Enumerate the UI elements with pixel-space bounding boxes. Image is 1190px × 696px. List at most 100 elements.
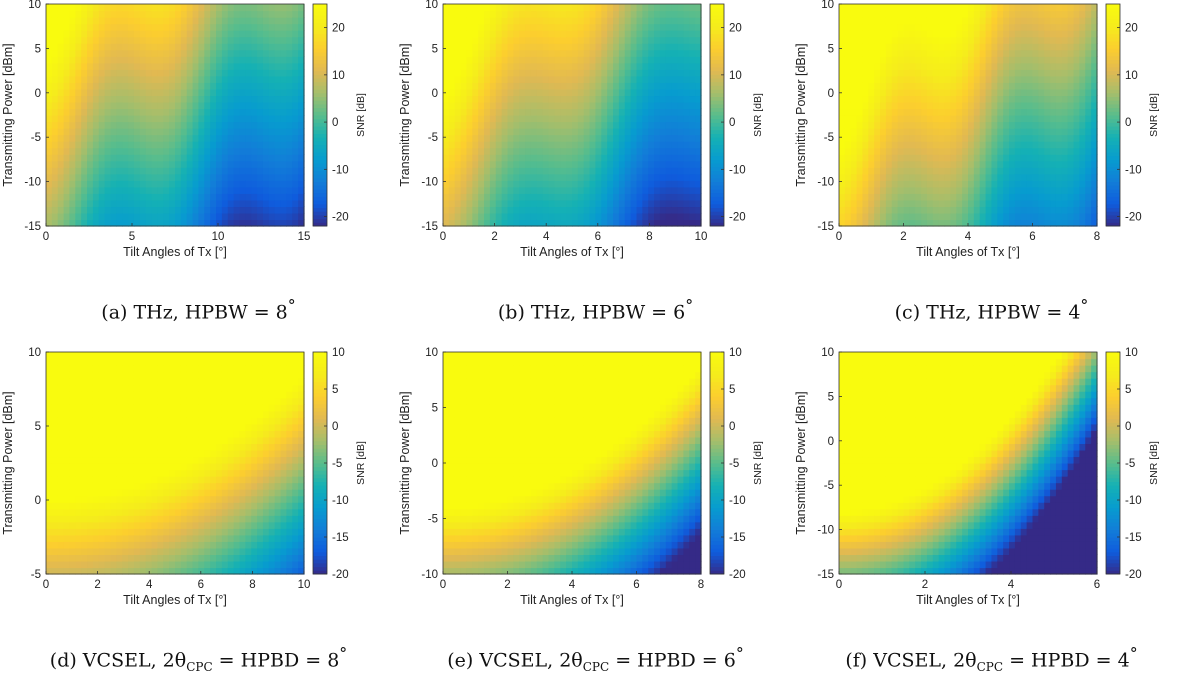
heatmap-cell [636, 134, 643, 142]
heatmap-cell [1067, 36, 1075, 44]
heatmap-cell [274, 173, 282, 181]
heatmap-cell [874, 212, 881, 221]
y-tick-label: 0 [35, 88, 41, 100]
heatmap-cell [1073, 36, 1081, 44]
heatmap-cell [1067, 43, 1075, 51]
heatmap-cell [472, 75, 479, 83]
heatmap-cell [262, 134, 270, 142]
heatmap-cell [856, 23, 864, 31]
heatmap-cell [944, 62, 952, 70]
heatmap-cell [1026, 62, 1034, 70]
heatmap-cell [1055, 199, 1063, 208]
colorbar-segment [1106, 122, 1120, 127]
heatmap-cell [186, 154, 194, 162]
heatmap-cell [932, 186, 940, 194]
heatmap-cell [624, 17, 632, 25]
heatmap-cell [572, 30, 579, 38]
heatmap-cell [868, 193, 875, 201]
heatmap-cell [1085, 10, 1092, 18]
heatmap-cell [642, 134, 649, 142]
heatmap-cell [921, 62, 928, 70]
heatmap-cell [98, 108, 106, 116]
heatmap-cell [1014, 4, 1022, 12]
heatmap-cell [589, 167, 597, 175]
heatmap-cell [227, 173, 235, 181]
heatmap-cell [251, 36, 258, 44]
heatmap-cell [145, 10, 153, 18]
heatmap-cell [677, 199, 685, 208]
heatmap-cell [51, 141, 59, 149]
heatmap-cell [478, 128, 485, 136]
heatmap-cell [909, 147, 916, 155]
heatmap-cell [915, 180, 922, 188]
heatmap-cell [116, 88, 123, 97]
heatmap-cell [251, 43, 258, 51]
heatmap-cell [683, 4, 690, 12]
heatmap-cell [489, 17, 497, 25]
heatmap-cell [1067, 101, 1075, 110]
heatmap-cell [198, 206, 205, 214]
heatmap-cell [601, 95, 608, 103]
heatmap-cell [1067, 49, 1075, 57]
heatmap-cell [262, 115, 270, 123]
heatmap-cell [583, 206, 591, 214]
heatmap-cell [1073, 160, 1081, 168]
heatmap-cell [973, 219, 981, 227]
heatmap-cell [1026, 206, 1034, 214]
heatmap-cell [642, 69, 649, 77]
heatmap-cell [932, 23, 940, 31]
heatmap-cell [116, 75, 123, 83]
heatmap-cell [839, 193, 846, 201]
heatmap-cell [548, 88, 556, 97]
heatmap-cell [665, 167, 673, 175]
heatmap-cell [1050, 17, 1057, 25]
heatmap-cell [251, 121, 258, 129]
heatmap-cell [280, 206, 288, 214]
heatmap-cell [81, 49, 88, 57]
heatmap-cell [1085, 115, 1092, 123]
heatmap-cell [245, 43, 252, 51]
heatmap-cell [689, 134, 696, 142]
heatmap-cell [104, 88, 112, 97]
heatmap-cell [495, 128, 503, 136]
heatmap-cell [245, 167, 252, 175]
heatmap-cell [472, 4, 479, 12]
heatmap-cell [478, 199, 485, 208]
heatmap-cell [1009, 141, 1016, 149]
heatmap-cell [648, 160, 655, 168]
heatmap-cell [198, 180, 205, 188]
heatmap-cell [1050, 121, 1057, 129]
heatmap-cell [192, 147, 200, 155]
heatmap-cell [1079, 160, 1086, 168]
heatmap-cell [1061, 141, 1069, 149]
colorbar-frame [1105, 3, 1121, 227]
colorbar-segment [710, 70, 724, 75]
heatmap-cell [292, 75, 299, 83]
heatmap-cell [613, 75, 620, 83]
heatmap-cell [689, 43, 696, 51]
heatmap-cell [1079, 75, 1086, 83]
heatmap-cell [128, 186, 135, 194]
heatmap-cell [909, 167, 916, 175]
heatmap-cell [286, 193, 293, 201]
heatmap-cell [51, 82, 59, 90]
heatmap-cell [613, 212, 620, 221]
heatmap-cell [151, 219, 159, 227]
heatmap-cell [87, 56, 94, 64]
heatmap-cell [221, 43, 229, 51]
heatmap-cell [298, 219, 305, 227]
heatmap-cell [932, 43, 940, 51]
heatmap-cell [286, 62, 293, 70]
heatmap-cell [262, 108, 270, 116]
heatmap-cell [133, 49, 141, 57]
heatmap-cell [891, 88, 899, 97]
heatmap-cell [478, 219, 485, 227]
heatmap-cell [63, 115, 71, 123]
heatmap-cell [280, 30, 288, 38]
colorbar-segment [710, 52, 724, 57]
heatmap-cell [128, 147, 135, 155]
heatmap-cell [46, 358, 53, 366]
heatmap-cell [69, 534, 76, 542]
heatmap-cell [501, 180, 509, 188]
heatmap-cell [862, 115, 869, 123]
